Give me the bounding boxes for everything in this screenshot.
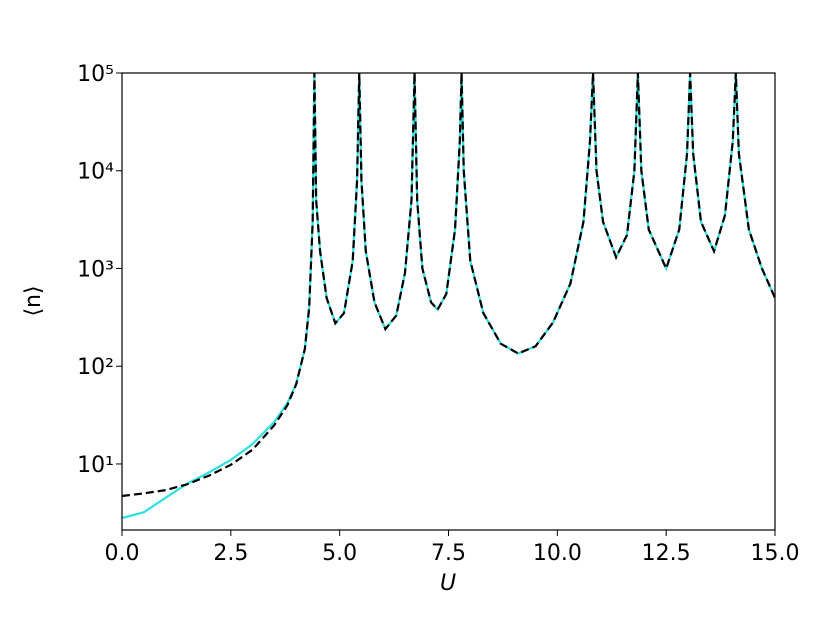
y-tick-label: 10⁴: [77, 160, 114, 185]
x-axis-label: U: [440, 571, 456, 596]
y-tick-label: 10¹: [77, 453, 114, 478]
series-line: [122, 73, 775, 520]
y-tick-label: 10⁵: [77, 62, 114, 87]
y-tick-label: 10³: [77, 257, 114, 282]
x-tick-label: 15.0: [751, 541, 800, 566]
x-tick-label: 5.0: [322, 541, 357, 566]
y-axis-label: ⟨n⟩: [21, 285, 46, 316]
x-tick-label: 10.0: [533, 541, 582, 566]
plot-frame: [121, 72, 776, 531]
x-tick-label: 7.5: [431, 541, 466, 566]
x-tick-label: 12.5: [642, 541, 691, 566]
series-line: [122, 73, 775, 498]
x-tick-label: 0.0: [105, 541, 140, 566]
y-tick-label: 10²: [77, 355, 114, 380]
plot-area: [122, 73, 775, 520]
x-tick-label: 2.5: [213, 541, 248, 566]
